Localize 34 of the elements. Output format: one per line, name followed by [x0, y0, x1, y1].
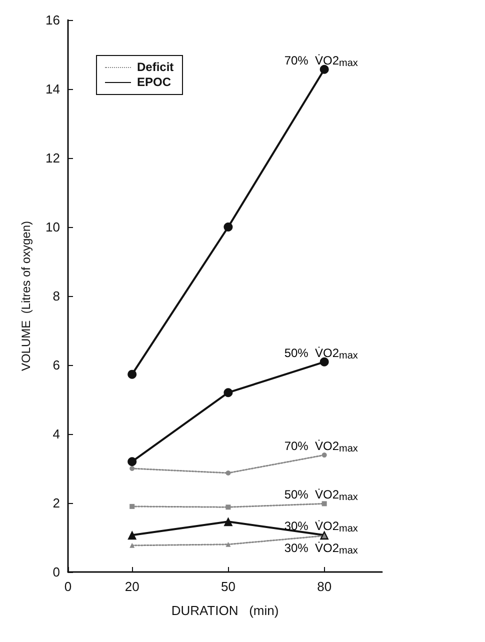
point: [320, 64, 329, 74]
point: [224, 222, 233, 232]
point: [226, 470, 231, 476]
y-tick-label: 12: [46, 150, 60, 166]
y-tick-label: 10: [46, 220, 60, 234]
y-tick-label: 0: [52, 564, 60, 580]
point: [322, 501, 327, 506]
y-tick-label: 14: [46, 82, 60, 96]
y-tick-label: 6: [52, 358, 60, 372]
point: [130, 542, 135, 548]
point: [224, 388, 233, 398]
x-axis-title: DURATION (min): [171, 603, 279, 618]
point: [128, 530, 137, 540]
x-tick-label: 80: [317, 579, 332, 594]
y-tick-label: 2: [52, 496, 60, 510]
annotation: Deficit: [137, 60, 174, 75]
annotation: EPOC: [137, 75, 172, 90]
point: [130, 466, 135, 471]
y-tick-label: 4: [52, 426, 60, 442]
point: [224, 517, 233, 526]
x-tick-label: 0: [64, 579, 72, 594]
point: [226, 542, 231, 547]
point: [130, 504, 135, 509]
point: [322, 452, 327, 458]
y-tick-label: 16: [46, 12, 60, 28]
y-tick-label: 8: [52, 288, 60, 304]
y-axis-title: VOLUME (Litres of oxygen): [19, 220, 33, 372]
point: [226, 504, 231, 510]
x-tick-label: 50: [220, 579, 236, 594]
point: [128, 370, 137, 379]
x-tick-label: 20: [124, 579, 140, 594]
point: [320, 357, 329, 366]
key-box: Deficit EPOC: [96, 55, 183, 95]
point: [128, 457, 137, 466]
